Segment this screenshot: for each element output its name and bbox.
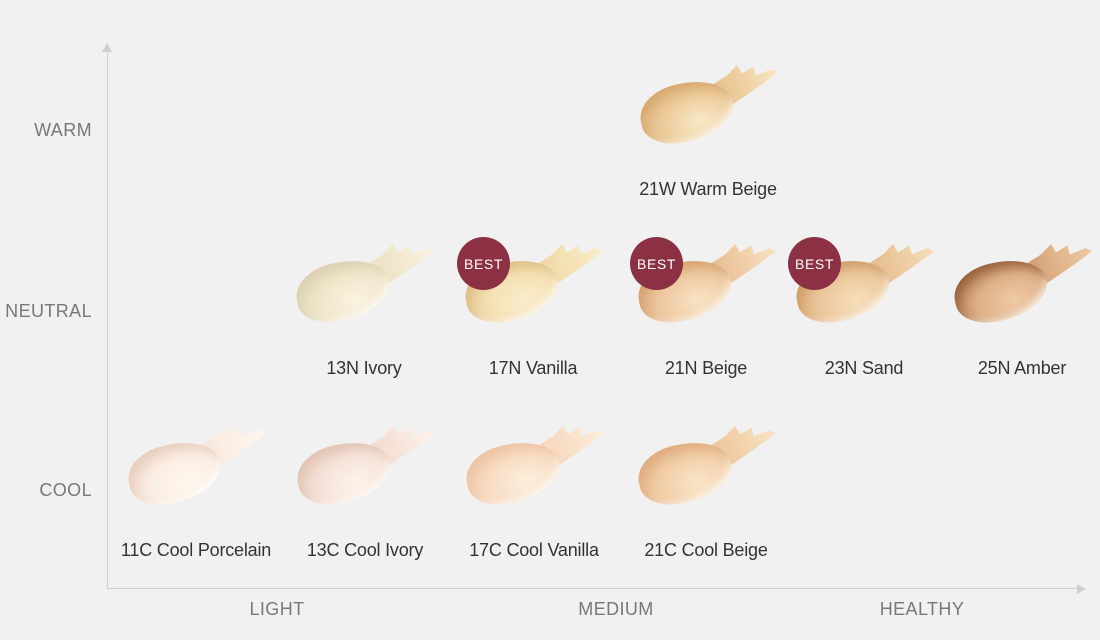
shade-swatch-17c <box>460 424 604 512</box>
x-axis-arrow-icon <box>1077 583 1086 594</box>
best-badge: BEST <box>788 237 841 290</box>
shade-label: 21W Warm Beige <box>639 179 777 199</box>
x-axis-line <box>107 588 1079 589</box>
shade-swatch-23n: BEST <box>788 237 934 330</box>
shade-swatch-21c <box>632 424 776 512</box>
shade-label: 21N Beige <box>664 358 748 378</box>
shade-swatch-25n <box>948 242 1092 330</box>
shade-item-11c: 11C Cool Porcelain <box>121 424 271 560</box>
shade-swatch-13c <box>291 424 435 512</box>
best-badge: BEST <box>630 237 683 290</box>
shade-item-23n: BEST 23N Sand <box>788 237 939 378</box>
shade-label: 21C Cool Beige <box>644 540 768 560</box>
shade-item-13n: 13N Ivory <box>289 242 439 378</box>
shade-swatch-17n: BEST <box>457 237 603 330</box>
shade-item-17c: 17C Cool Vanilla <box>459 424 609 560</box>
shade-label: 17N Vanilla <box>488 358 578 378</box>
shade-label: 25N Amber <box>977 358 1067 378</box>
shade-swatch-21n: BEST <box>630 237 776 330</box>
shade-item-21c: 21C Cool Beige <box>631 424 781 560</box>
x-axis-label-medium: MEDIUM <box>578 599 654 619</box>
y-axis-label-warm: WARM <box>34 120 92 140</box>
shade-swatch-11c <box>122 424 266 512</box>
shade-item-13c: 13C Cool Ivory <box>290 424 440 560</box>
shade-swatch-13n <box>290 242 434 330</box>
shade-label: 11C Cool Porcelain <box>120 540 272 560</box>
shade-swatch-21w <box>634 63 778 151</box>
x-axis-label-light: LIGHT <box>249 599 305 619</box>
shade-label: 17C Cool Vanilla <box>469 540 599 560</box>
y-axis-label-cool: COOL <box>39 480 92 500</box>
y-axis-label-neutral: NEUTRAL <box>5 301 92 321</box>
x-axis-label-healthy: HEALTHY <box>879 599 965 619</box>
best-badge: BEST <box>457 237 510 290</box>
shade-label: 13N Ivory <box>326 358 402 378</box>
y-axis-arrow-icon <box>102 43 112 52</box>
y-axis-line <box>107 52 108 588</box>
shade-label: 13C Cool Ivory <box>306 540 424 560</box>
shade-label: 23N Sand <box>824 358 904 378</box>
shade-item-25n: 25N Amber <box>947 242 1097 378</box>
shade-item-17n: BEST 17N Vanilla <box>457 237 608 378</box>
shade-item-21w: 21W Warm Beige <box>633 63 783 199</box>
shade-item-21n: BEST 21N Beige <box>630 237 781 378</box>
